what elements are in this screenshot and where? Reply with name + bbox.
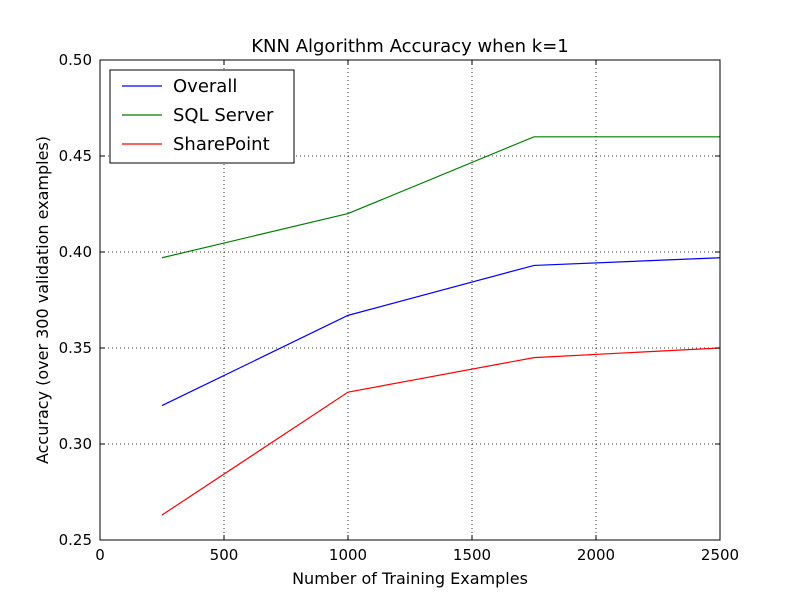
x-axis-label: Number of Training Examples [292,569,528,588]
legend-label: SharePoint [173,134,270,155]
x-tick-label: 1000 [329,546,367,564]
legend-label: SQL Server [173,105,274,126]
x-tick-label: 0 [95,546,105,564]
series-line-sharepoint [161,347,721,516]
series-line-sql-server [161,136,720,259]
y-axis-label: Accuracy (over 300 validation examples) [33,136,52,464]
chart-title: KNN Algorithm Accuracy when k=1 [251,36,569,57]
x-tick-label: 2500 [701,546,739,564]
legend-label: Overall [173,76,237,97]
y-tick-label: 0.50 [59,51,92,69]
series-line-overall [161,257,721,407]
y-tick-label: 0.45 [59,147,92,165]
x-tick-label: 2000 [577,546,615,564]
legend: Overall SQL Server SharePoint [109,69,295,164]
ticks: 0 500 1000 1500 2000 2500 0.25 0.30 0.35 0.40 0.45… [59,51,740,564]
y-tick-label: 0.40 [59,243,92,261]
series-layer [161,136,721,516]
y-tick-label: 0.30 [59,435,92,453]
y-tick-label: 0.35 [59,339,92,357]
x-tick-label: 1500 [453,546,491,564]
x-tick-label: 500 [210,546,239,564]
plot-frame [99,59,721,541]
y-tick-label: 0.25 [59,531,92,549]
